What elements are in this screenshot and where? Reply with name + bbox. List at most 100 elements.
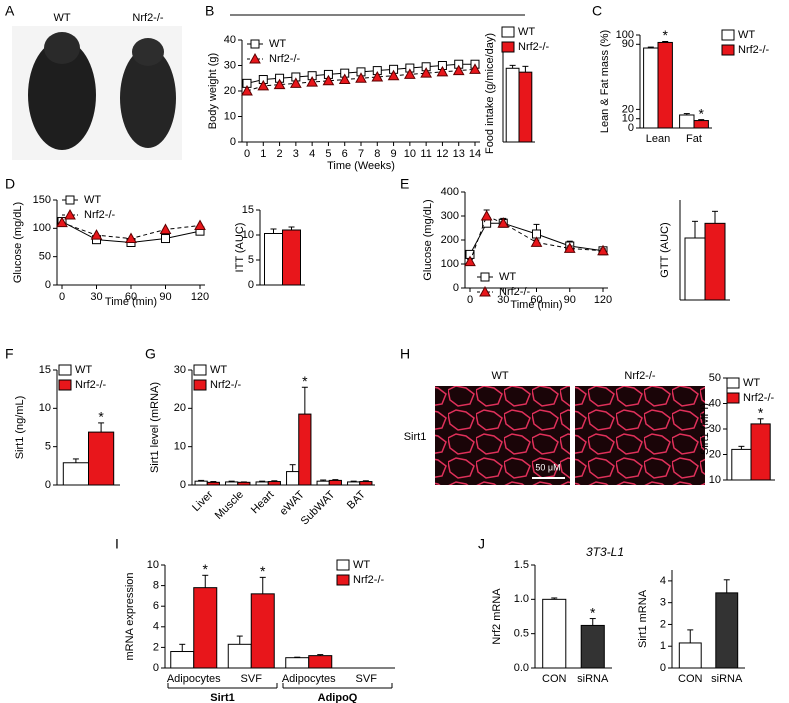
bar [250, 593, 275, 669]
y-tick-label: 30 [174, 364, 186, 376]
series-line [469, 215, 604, 262]
data-point [497, 217, 510, 228]
x-tick-label: 0 [244, 148, 250, 160]
data-point [194, 219, 206, 230]
bar [715, 592, 739, 669]
legend-swatch [58, 379, 72, 391]
panel-letter: J [478, 536, 485, 552]
x-tick-label: Adipocytes [282, 673, 336, 685]
panel-letter: G [145, 346, 156, 362]
x-tick-label: eWAT [278, 489, 307, 518]
bar [237, 481, 251, 486]
y-tick-label: 5 [45, 441, 51, 453]
y-axis-label: Body weight (g) [207, 53, 219, 129]
y-tick-label: 3 [660, 597, 666, 609]
legend-label: WT [353, 559, 370, 571]
legend-label: Nrf2-/- [518, 41, 550, 53]
panel-letter: I [115, 536, 119, 552]
y-tick-label: 10 [147, 559, 159, 571]
bar [678, 642, 702, 669]
y-tick-label: 5 [248, 254, 254, 266]
y-tick-label: 50 [709, 372, 721, 384]
legend-label: Nrf2-/- [269, 53, 301, 65]
significance: * [302, 373, 308, 389]
y-tick-label: 0 [180, 479, 186, 491]
data-point [90, 229, 103, 240]
x-tick-label: 0 [467, 294, 473, 306]
y-tick-label: 30 [709, 423, 721, 435]
y-tick-label: 10 [174, 441, 186, 453]
legend-label: WT [210, 364, 227, 376]
significance: * [698, 105, 704, 121]
panel-letter: C [592, 3, 602, 19]
x-tick-label: SubWAT [299, 489, 338, 528]
y-tick-label: 0.5 [514, 628, 529, 640]
y-axis-label: Lean & Fat mass (%) [599, 30, 611, 133]
x-axis-label: Time (min) [105, 296, 157, 308]
bar [518, 71, 533, 143]
x-tick-label: siRNA [711, 673, 743, 685]
significance: * [203, 561, 209, 577]
panel-letter: B [205, 3, 214, 19]
y-axis-label: Sirt1 level (mRNA) [149, 382, 161, 473]
data-point [257, 79, 270, 91]
bar [227, 643, 252, 669]
y-tick-label: 2 [660, 618, 666, 630]
bar [255, 481, 269, 486]
y-tick-label: 10 [709, 474, 721, 486]
bar [194, 480, 208, 486]
data-point [597, 244, 609, 256]
significance: * [662, 27, 668, 43]
x-tick-label: 12 [436, 148, 448, 160]
legend-swatch [726, 377, 740, 389]
x-tick-label: 3 [293, 148, 299, 160]
y-tick-label: 0 [628, 122, 634, 134]
bar [285, 657, 310, 669]
legend-label: Nrf2-/- [738, 44, 770, 56]
data-point [469, 63, 481, 74]
bar [347, 481, 361, 486]
bar [750, 423, 771, 481]
y-tick-label: 100 [616, 29, 634, 41]
subtitle: 3T3-L1 [586, 545, 624, 559]
y-axis-label: GTT (AUC) [659, 222, 671, 277]
x-tick-label: SVF [241, 673, 263, 685]
scale-bar-label: 50 μM [535, 462, 560, 472]
y-axis-label: Glucose (mg/dL) [422, 199, 434, 280]
bar [731, 448, 752, 481]
data-point [420, 67, 432, 78]
bar [170, 651, 195, 669]
data-point [480, 209, 493, 221]
data-point [290, 77, 302, 88]
y-tick-label: 15 [39, 364, 51, 376]
panel-letter: E [400, 176, 409, 192]
bar [580, 624, 605, 669]
data-point [241, 84, 253, 96]
data-point [530, 236, 543, 247]
x-tick-label: 9 [391, 148, 397, 160]
group-label: AdipoQ [318, 692, 358, 703]
legend-label: WT [84, 194, 101, 206]
bar [505, 67, 520, 143]
legend-label: Nrf2-/- [75, 379, 107, 391]
micrograph-ko [575, 386, 705, 485]
mouse-ko [120, 48, 176, 148]
y-tick-label: 10 [224, 110, 236, 122]
significance: * [98, 409, 104, 425]
x-tick-label: CON [678, 673, 703, 685]
x-tick-label: Liver [190, 488, 216, 514]
legend-swatch [501, 41, 515, 53]
bar [684, 237, 706, 301]
stain-label: Sirt1 [404, 431, 427, 443]
y-tick-label: 20 [224, 85, 236, 97]
x-tick-label: 11 [420, 148, 431, 160]
y-axis-label: Food intake (g/mice/day) [484, 33, 496, 154]
data-point [452, 64, 465, 76]
x-tick-label: 13 [453, 148, 465, 160]
y-tick-label: 0 [45, 479, 51, 491]
data-point [563, 242, 576, 253]
legend-label: Nrf2-/- [210, 379, 242, 391]
data-point [387, 69, 400, 81]
mouse-photos [12, 26, 182, 160]
legend-swatch [336, 574, 350, 586]
